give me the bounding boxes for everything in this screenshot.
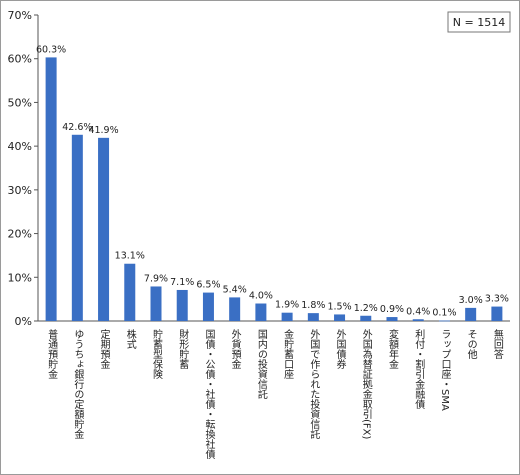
- bar: [124, 263, 136, 321]
- data-label: 1.9%: [275, 300, 299, 311]
- y-tick-label: 70%: [8, 9, 32, 22]
- category-label: 国債・公債・社債・転換社債: [203, 329, 215, 460]
- bar: [229, 297, 241, 321]
- category-label: 金貯蓄口座: [282, 328, 294, 379]
- data-label: 7.9%: [144, 273, 168, 284]
- category-label: 外国債券: [334, 329, 346, 370]
- category-label: ゆうちょ銀行の定額貯金: [72, 329, 84, 439]
- data-labels: 60.3% 42.6%41.9% 13.1% 7.9% 7.1% 6.5% 5.4%4.0%…: [36, 44, 509, 318]
- y-tick-label: 0%: [15, 315, 32, 328]
- bar: [176, 289, 188, 321]
- y-tick-label: 30%: [8, 184, 32, 197]
- bars: [45, 57, 503, 322]
- bar: [202, 292, 214, 321]
- bar: [412, 319, 424, 321]
- x-axis-labels: 普通預貯金 ゆうちょ銀行の定額貯金 定期預金 株式 貯蓄型保険 財形貯蓄 国債・公債・社債・…: [46, 328, 504, 460]
- bar: [150, 286, 162, 321]
- y-tick-label: 50%: [8, 96, 32, 109]
- data-label: 13.1%: [115, 251, 145, 262]
- data-label: 1.5%: [327, 301, 351, 312]
- sample-size-label: N = 1514: [453, 16, 505, 29]
- category-label: 利付・割引金融債: [413, 329, 425, 410]
- category-label: 外貨預金: [229, 329, 241, 369]
- data-label: 1.8%: [301, 300, 325, 311]
- data-label: 42.6%: [62, 122, 92, 133]
- bar: [334, 314, 346, 321]
- category-label: その他: [465, 329, 477, 360]
- data-label: 3.0%: [459, 295, 483, 306]
- category-label: 外国で作られた投資信託: [308, 329, 320, 440]
- data-label: 7.1%: [170, 277, 194, 288]
- bar: [491, 306, 503, 321]
- data-label: 6.5%: [196, 280, 220, 291]
- bar: [465, 307, 477, 321]
- category-label: 財形貯蓄: [177, 328, 189, 369]
- bar: [98, 137, 110, 321]
- data-label: 4.0%: [249, 291, 273, 302]
- bar: [45, 57, 57, 321]
- bar: [307, 313, 319, 321]
- bar: [71, 134, 83, 321]
- bar: [360, 315, 372, 321]
- data-label: 5.4%: [223, 284, 247, 295]
- data-label: 60.3%: [36, 44, 66, 55]
- data-label: 3.3%: [485, 294, 509, 305]
- data-label: 1.2%: [354, 303, 378, 314]
- category-label: ラップ口座・SMA: [439, 329, 451, 411]
- data-label: 0.4%: [406, 306, 430, 317]
- category-label: 国内の投資信託: [255, 329, 267, 400]
- category-label: 普通預貯金: [46, 328, 58, 379]
- bar: [386, 317, 398, 321]
- bar: [281, 312, 293, 321]
- category-label: 無回答: [491, 328, 503, 360]
- y-tick-label: 10%: [8, 271, 32, 284]
- y-tick-label: 60%: [8, 53, 32, 66]
- y-tick-label: 40%: [8, 140, 32, 153]
- category-label: 定期預金: [98, 328, 110, 369]
- data-label: 0.9%: [380, 304, 404, 315]
- category-label: 変額年金: [387, 328, 399, 369]
- category-label: 株式: [124, 328, 136, 349]
- category-label: 外国為替証拠金取引(FX): [360, 329, 372, 440]
- bar: [438, 320, 450, 322]
- data-label: 0.1%: [432, 308, 456, 319]
- y-tick-label: 20%: [8, 228, 32, 241]
- bar: [255, 303, 267, 321]
- sample-size-border: [447, 11, 511, 33]
- data-label: 41.9%: [88, 125, 118, 136]
- y-axis: 0% 10% 20% 30% 40% 50% 60% 70%: [8, 9, 510, 328]
- sample-size-box: N = 1514: [447, 11, 511, 33]
- category-label: 貯蓄型保険: [151, 329, 163, 380]
